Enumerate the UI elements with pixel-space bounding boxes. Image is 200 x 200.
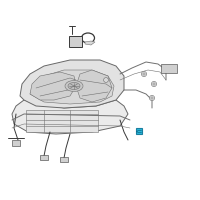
FancyBboxPatch shape xyxy=(12,140,20,146)
Circle shape xyxy=(141,71,147,77)
FancyBboxPatch shape xyxy=(60,157,68,162)
FancyBboxPatch shape xyxy=(136,128,142,134)
FancyBboxPatch shape xyxy=(40,155,48,160)
FancyBboxPatch shape xyxy=(26,110,98,132)
Polygon shape xyxy=(30,70,114,104)
Polygon shape xyxy=(20,60,124,108)
Polygon shape xyxy=(85,41,95,45)
Circle shape xyxy=(149,95,155,101)
Polygon shape xyxy=(12,100,128,134)
Ellipse shape xyxy=(68,83,80,90)
FancyBboxPatch shape xyxy=(69,36,82,47)
Polygon shape xyxy=(30,72,76,100)
Circle shape xyxy=(104,78,108,82)
Circle shape xyxy=(151,81,157,87)
FancyBboxPatch shape xyxy=(161,64,177,73)
Ellipse shape xyxy=(65,81,83,92)
Polygon shape xyxy=(76,70,112,102)
